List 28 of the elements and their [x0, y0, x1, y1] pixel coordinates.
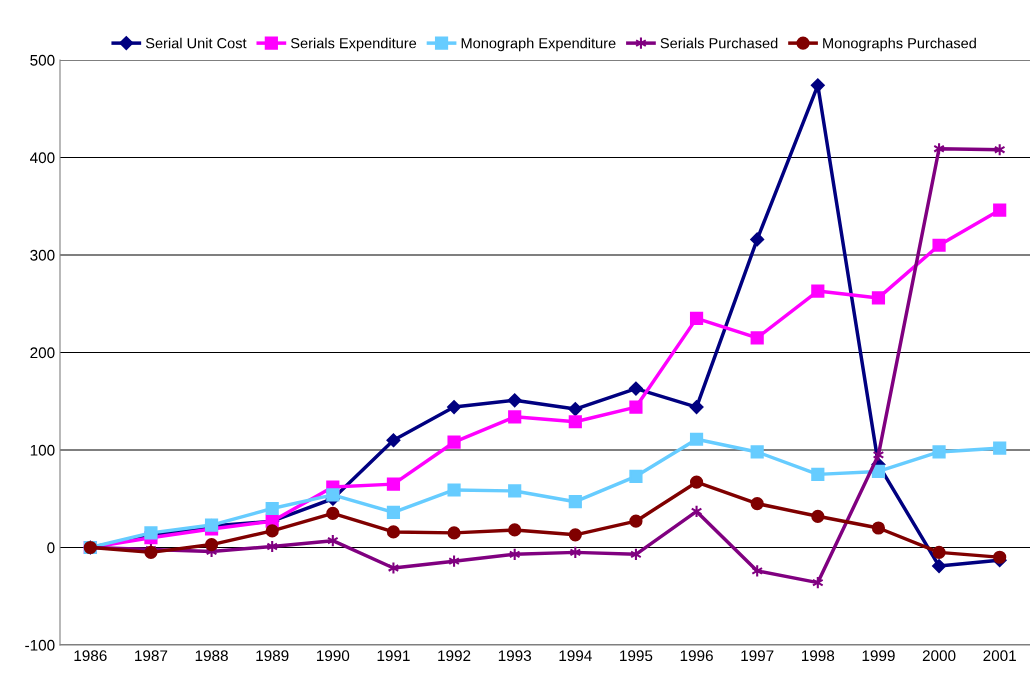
y-tick-label: 400: [30, 152, 55, 164]
x-tick-label: 1986: [74, 650, 107, 662]
y-tick-label: 500: [30, 54, 55, 66]
x-tick-label: 1996: [680, 650, 713, 662]
x-tick-label: 1999: [862, 650, 895, 662]
x-tick-label: 1987: [135, 650, 168, 662]
x-tick-label: 2001: [983, 650, 1016, 662]
legend-label: Serials Purchased: [660, 37, 778, 49]
y-tick-label: -100: [25, 639, 55, 651]
x-tick-label: 1988: [195, 650, 228, 662]
y-tick-label: 300: [30, 249, 55, 261]
legend-label: Monographs Purchased: [823, 37, 976, 52]
y-tick-label: 100: [30, 444, 55, 456]
legend-label: Monograph Expenditure: [461, 37, 616, 52]
x-tick-label: 1990: [316, 650, 350, 662]
x-tick-label: 2000: [922, 650, 956, 662]
x-tick-label: 1989: [256, 650, 289, 662]
x-tick-label: 1991: [377, 650, 410, 662]
legend-label: Serial Unit Cost: [145, 37, 247, 49]
y-tick-label: 0: [47, 542, 55, 554]
x-tick-label: 1992: [438, 650, 471, 662]
x-tick-label: 1993: [498, 650, 532, 662]
y-tick-label: 200: [30, 347, 55, 359]
x-tick-label: 1994: [559, 650, 592, 662]
legend-label: Serials Expenditure: [290, 37, 417, 52]
x-tick-label: 1995: [620, 650, 653, 662]
x-tick-label: 1997: [741, 650, 774, 662]
x-tick-label: 1998: [801, 650, 835, 662]
